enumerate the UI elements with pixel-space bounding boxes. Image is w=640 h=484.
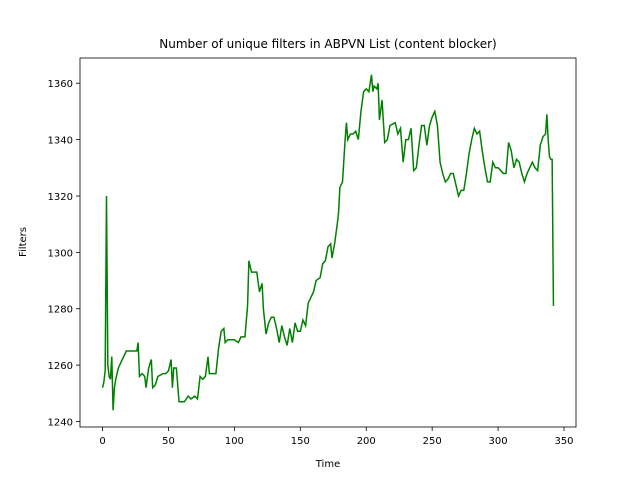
y-tick-label: 1340 (48, 136, 73, 147)
y-axis-label: Filters (18, 227, 29, 257)
x-tick-label: 300 (489, 436, 508, 447)
plot-frame (79, 57, 577, 428)
y-tick-label: 1320 (48, 192, 73, 203)
y-tick-label: 1300 (48, 248, 73, 259)
x-tick-label: 350 (554, 436, 573, 447)
x-tick-label: 0 (99, 436, 105, 447)
chart-title: Number of unique filters in ABPVN List (… (159, 37, 496, 51)
y-tick-label: 1240 (48, 418, 73, 429)
y-tick-label: 1280 (48, 305, 73, 316)
x-axis-label: Time (315, 459, 340, 470)
x-tick-label: 200 (357, 436, 376, 447)
x-tick-label: 50 (162, 436, 175, 447)
y-tick-label: 1360 (48, 79, 73, 90)
y-tick-label: 1260 (48, 361, 73, 372)
data-line (101, 74, 555, 411)
x-tick-label: 250 (423, 436, 442, 447)
x-tick-label: 100 (225, 436, 244, 447)
x-tick-label: 150 (291, 436, 310, 447)
